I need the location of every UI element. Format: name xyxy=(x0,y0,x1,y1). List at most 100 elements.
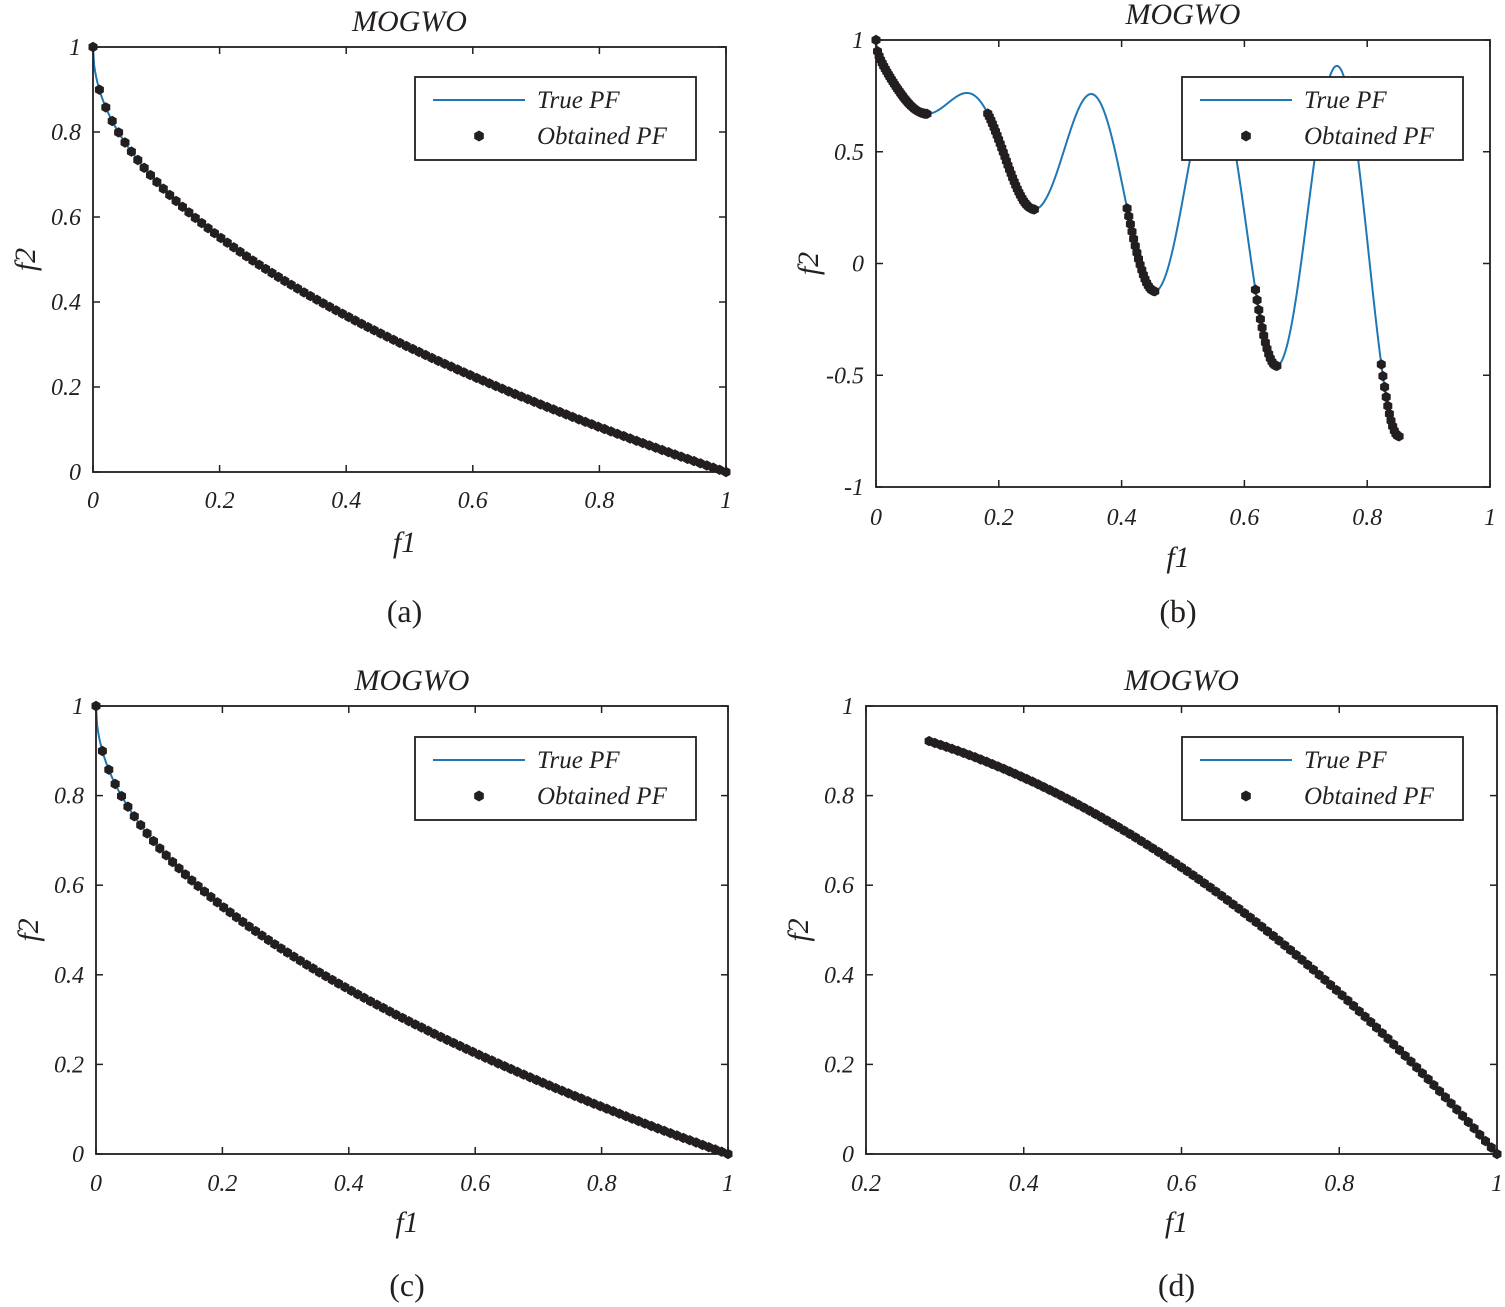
obtained-pf-point xyxy=(168,856,178,868)
obtained-pf-point xyxy=(97,745,107,757)
y-tick-label: 1 xyxy=(69,35,81,61)
y-tick-label: 0.8 xyxy=(51,120,81,146)
obtained-pf-point xyxy=(1122,203,1132,214)
obtained-pf-point xyxy=(1383,400,1393,412)
x-tick-label: 1 xyxy=(722,1171,734,1197)
legend-label: True PF xyxy=(1304,747,1387,774)
obtained-pf-point xyxy=(1417,1068,1427,1079)
x-axis-label: f1 xyxy=(1165,1206,1188,1239)
y-tick-label: 0 xyxy=(72,1142,84,1168)
obtained-pf-point xyxy=(1469,1123,1479,1134)
x-tick-label: 0.6 xyxy=(1167,1171,1197,1197)
obtained-pf-point xyxy=(165,189,175,201)
obtained-pf-point xyxy=(1394,431,1404,442)
legend-box xyxy=(414,736,697,821)
legend-marker-swatch xyxy=(1241,130,1251,142)
y-tick-label: -1 xyxy=(844,475,864,501)
panel-caption: (a) xyxy=(387,593,423,629)
obtained-pf-point xyxy=(129,811,139,822)
y-tick-label: 0.4 xyxy=(51,290,81,316)
obtained-pf-point xyxy=(101,102,111,113)
obtained-pf-point xyxy=(1029,204,1039,215)
obtained-pf-point xyxy=(1124,211,1134,222)
x-tick-label: 0.6 xyxy=(1229,505,1259,531)
legend-marker-swatch xyxy=(1241,790,1251,802)
obtained-pf-point xyxy=(107,115,117,127)
x-tick-label: 0.8 xyxy=(587,1171,617,1197)
x-tick-label: 0.2 xyxy=(207,1171,237,1197)
y-tick-label: 0.6 xyxy=(824,873,854,899)
obtained-pf-point xyxy=(149,835,158,847)
obtained-pf-point xyxy=(142,828,152,839)
x-tick-label: 1 xyxy=(1491,1171,1503,1197)
legend-label: Obtained PF xyxy=(537,783,668,810)
x-tick-label: 0 xyxy=(87,488,99,514)
legend: True PF Obtained PF xyxy=(1181,736,1464,821)
chart-title: MOGWO xyxy=(1123,664,1239,697)
panel-caption: (d) xyxy=(1158,1267,1195,1303)
x-tick-label: 1 xyxy=(720,488,732,514)
legend-box xyxy=(1181,736,1464,821)
legend-label: True PF xyxy=(537,87,620,114)
obtained-pf-point xyxy=(126,146,136,157)
obtained-pf-point xyxy=(184,207,194,218)
obtained-pf-point xyxy=(1446,1098,1456,1109)
obtained-pf-point xyxy=(1475,1129,1485,1140)
obtained-pf-point xyxy=(180,869,190,880)
obtained-pf-point xyxy=(1423,1074,1433,1085)
legend-marker-swatch xyxy=(474,790,484,802)
chart-title: MOGWO xyxy=(351,5,467,38)
obtained-pf-point xyxy=(94,84,104,95)
obtained-pf-point xyxy=(1463,1116,1473,1128)
plot-area-frame xyxy=(92,46,727,473)
obtained-pf-point xyxy=(187,875,197,886)
plot-area-frame xyxy=(865,705,1498,1155)
y-axis-label: f2 xyxy=(782,918,815,941)
y-tick-label: 0.2 xyxy=(54,1052,84,1078)
x-axis-label: f1 xyxy=(395,1206,418,1239)
obtained-pf-point xyxy=(1440,1092,1450,1103)
obtained-pf-point xyxy=(1250,284,1260,295)
obtained-pf-point xyxy=(120,137,130,148)
obtained-pf-point xyxy=(1400,1050,1410,1061)
obtained-pf-point xyxy=(1481,1135,1490,1147)
obtained-pf-point xyxy=(1255,313,1265,325)
x-tick-label: 0 xyxy=(870,505,882,531)
legend: True PF Obtained PF xyxy=(1181,76,1464,161)
x-tick-label: 0.6 xyxy=(458,488,488,514)
chart-title: MOGWO xyxy=(1125,0,1241,31)
x-tick-label: 0.4 xyxy=(1107,505,1137,531)
obtained-pf-point xyxy=(133,154,143,166)
obtained-pf-point xyxy=(1125,218,1135,230)
chart-panel-c: MOGWO 0 0.2 0.4 0.6 0.8 1 0 0.2 0.4 0.6 0.8 1 f1 f2 Tru… xyxy=(12,664,734,1303)
obtained-pf-point xyxy=(139,162,149,173)
x-tick-label: 0.8 xyxy=(584,488,614,514)
y-tick-label: 0.8 xyxy=(54,784,84,810)
x-tick-label: 0.4 xyxy=(1009,1171,1039,1197)
obtained-pf-point xyxy=(1257,322,1267,333)
y-tick-label: 0.6 xyxy=(51,205,81,231)
chart-panel-a: MOGWO 0 0.2 0.4 0.6 0.8 1 0 0.2 0.4 0.6 0.8 1 f1 f2 Tru… xyxy=(9,5,732,629)
obtained-pf-point xyxy=(1435,1086,1445,1097)
x-tick-label: 0.4 xyxy=(331,488,361,514)
obtained-pf-point xyxy=(110,778,120,790)
obtained-pf-point xyxy=(1254,304,1264,316)
legend-box xyxy=(414,76,697,161)
obtained-pf-point xyxy=(1452,1104,1462,1115)
x-tick-label: 0.2 xyxy=(205,488,235,514)
x-tick-label: 0 xyxy=(90,1171,102,1197)
chart-title: MOGWO xyxy=(354,664,470,697)
obtained-pf-point xyxy=(114,127,124,138)
y-axis-label: f2 xyxy=(12,918,45,941)
chart-panel-d: MOGWO 0.2 0.4 0.6 0.8 1 0 0.2 0.4 0.6 0.8 1 f1 f2 True… xyxy=(782,664,1503,1303)
y-tick-label: 0.5 xyxy=(834,140,864,166)
obtained-pf-point xyxy=(922,108,932,119)
y-axis-label: f2 xyxy=(792,252,825,275)
obtained-pf-point xyxy=(152,176,162,188)
y-tick-label: 0 xyxy=(842,1142,854,1168)
y-tick-label: 1 xyxy=(72,694,84,720)
legend-box xyxy=(1181,76,1464,161)
legend-marker-swatch xyxy=(474,130,484,142)
obtained-pf-point xyxy=(155,843,165,854)
